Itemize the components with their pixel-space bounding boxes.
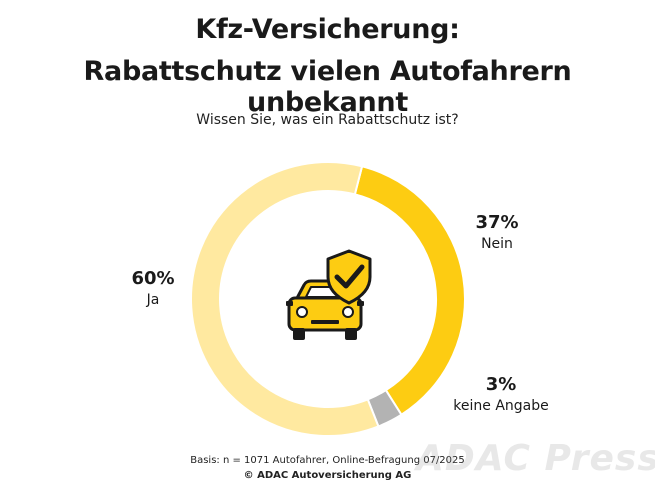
car-with-shield-checkmark-icon <box>286 249 372 340</box>
donut-slice-ja <box>190 161 380 437</box>
slice-value-nein: 37% <box>475 212 519 233</box>
copyright-note: © ADAC Autoversicherung AG <box>243 470 412 481</box>
slice-name-nein: Nein <box>481 236 513 252</box>
slice-label-nein: 37% Nein <box>452 212 542 254</box>
chart-title-line2: Rabattschutz vielen Autofahrern unbekann… <box>83 56 572 118</box>
donut-slices <box>190 161 466 437</box>
source-basis: Basis: n = 1071 Autofahrer, Online-Befra… <box>190 455 465 466</box>
slice-label-keine-angabe: 3% keine Angabe <box>446 374 556 416</box>
slice-value-ja: 60% <box>131 268 175 289</box>
chart-subtitle: Wissen Sie, was ein Rabattschutz ist? <box>196 112 459 128</box>
source-footer: Basis: n = 1071 Autofahrer, Online-Befra… <box>0 453 655 483</box>
slice-label-ja: 60% Ja <box>108 268 198 310</box>
slice-name-ja: Ja <box>146 292 160 308</box>
watermark: ADAC Presse <box>416 438 655 479</box>
slice-name-keine-angabe: keine Angabe <box>453 398 549 414</box>
slice-value-keine-angabe: 3% <box>485 374 517 395</box>
chart-title-line1: Kfz-Versicherung: <box>195 14 460 45</box>
